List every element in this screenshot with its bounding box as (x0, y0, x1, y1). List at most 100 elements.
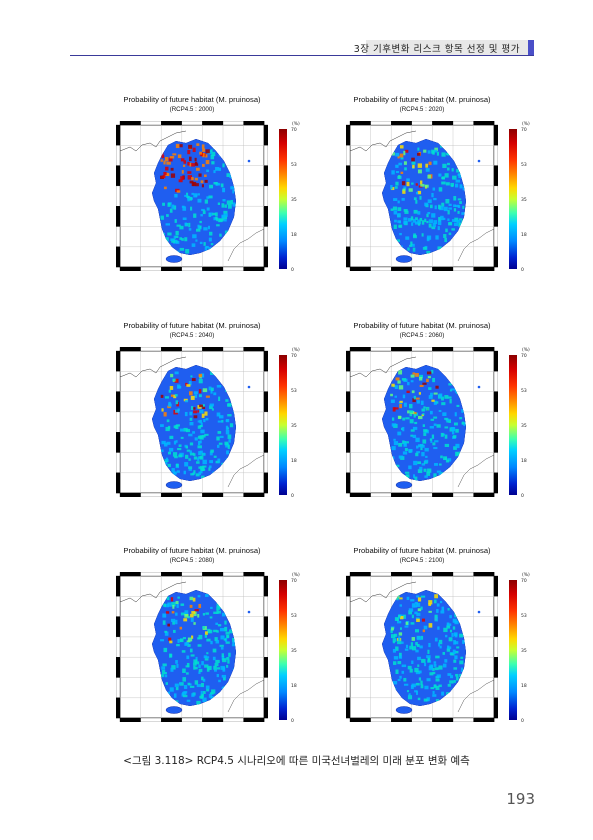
frame-tick (181, 347, 203, 352)
habitat-cell (408, 610, 413, 615)
habitat-cell (432, 377, 436, 383)
habitat-cell (417, 656, 421, 661)
habitat-cell (426, 250, 431, 255)
habitat-cell (189, 421, 194, 426)
habitat-cell (392, 681, 398, 685)
habitat-cell (397, 640, 402, 645)
habitat-cell (180, 603, 185, 606)
habitat-cell (192, 234, 197, 239)
habitat-cell (175, 600, 179, 604)
frame-tick (202, 717, 224, 722)
habitat-cell (160, 674, 164, 678)
habitat-cell (421, 220, 425, 225)
habitat-cell (166, 441, 171, 445)
colorbar-tick: 70 (291, 354, 297, 359)
habitat-cell (435, 655, 440, 659)
habitat-cell (211, 151, 216, 157)
habitat-cell (168, 637, 172, 641)
habitat-cell (173, 629, 176, 633)
frame-tick (222, 266, 244, 271)
habitat-cell (447, 683, 451, 687)
habitat-cell (424, 662, 427, 667)
frame-tick (391, 572, 412, 577)
habitat-cell (216, 667, 221, 670)
habitat-cell (187, 161, 190, 166)
habitat-cell (424, 202, 429, 207)
habitat-cell (224, 626, 228, 632)
habitat-cell (416, 445, 419, 449)
habitat-cell (399, 400, 403, 403)
habitat-cell (427, 468, 432, 473)
habitat-cell (230, 199, 234, 205)
habitat-cell (198, 634, 203, 640)
frame-tick (263, 432, 268, 453)
habitat-cell (204, 658, 209, 661)
habitat-cell (437, 246, 442, 251)
habitat-cell (462, 640, 466, 644)
frame-tick (493, 165, 498, 187)
habitat-cell (436, 470, 442, 473)
habitat-cell (224, 620, 227, 625)
habitat-map: 1251251261261271271281281291291301301311… (346, 121, 498, 271)
habitat-cell (450, 652, 455, 656)
habitat-cell (441, 152, 446, 157)
habitat-cell (181, 238, 184, 241)
habitat-cell (390, 399, 395, 403)
habitat-cell (218, 396, 221, 402)
habitat-cell (162, 175, 166, 179)
habitat-cell (190, 617, 194, 622)
habitat-cell (427, 199, 432, 204)
habitat-cell (394, 385, 398, 389)
frame-tick (181, 717, 203, 722)
habitat-cell (228, 652, 231, 657)
habitat-cell (403, 186, 407, 190)
habitat-cell (407, 247, 410, 251)
habitat-cell (414, 611, 418, 615)
habitat-cell (204, 631, 208, 636)
habitat-cell (461, 212, 465, 215)
habitat-cell (447, 673, 452, 676)
habitat-cell (198, 671, 201, 675)
habitat-cell (203, 242, 206, 246)
habitat-cell (433, 160, 438, 165)
habitat-cell (187, 175, 193, 180)
habitat-cell (189, 596, 194, 601)
habitat-cell (399, 145, 404, 149)
habitat-cell (182, 691, 187, 695)
frame-tick (116, 452, 121, 473)
habitat-cell (391, 383, 395, 387)
habitat-cell (209, 451, 213, 456)
habitat-cell (183, 160, 187, 164)
habitat-cell (231, 644, 236, 647)
habitat-cell (218, 167, 222, 171)
habitat-cell (411, 646, 417, 651)
habitat-cell (210, 389, 213, 394)
frame-tick (263, 616, 268, 638)
habitat-cell (190, 613, 194, 618)
habitat-cell (430, 392, 433, 397)
habitat-cell (184, 194, 188, 197)
habitat-cell (220, 635, 225, 640)
habitat-cell (229, 629, 233, 634)
habitat-cell (184, 613, 189, 618)
colorbar-tick: 0 (521, 719, 524, 724)
habitat-cell (417, 461, 422, 465)
habitat-cell (225, 418, 230, 423)
ulleung-island (247, 385, 251, 389)
frame-tick (346, 452, 351, 473)
habitat-cell (426, 655, 431, 659)
habitat-cell (442, 652, 445, 655)
habitat-cell (432, 690, 435, 695)
frame-tick (391, 492, 412, 497)
frame-tick (493, 472, 498, 494)
habitat-cell (433, 423, 437, 426)
habitat-cell (448, 203, 452, 207)
habitat-cell (453, 222, 459, 227)
habitat-cell (190, 206, 193, 211)
frame-tick (263, 206, 268, 227)
habitat-cell (408, 448, 413, 453)
frame-tick (263, 575, 268, 597)
habitat-cell (420, 447, 423, 451)
habitat-cell (444, 434, 448, 439)
frame-tick (346, 391, 351, 413)
